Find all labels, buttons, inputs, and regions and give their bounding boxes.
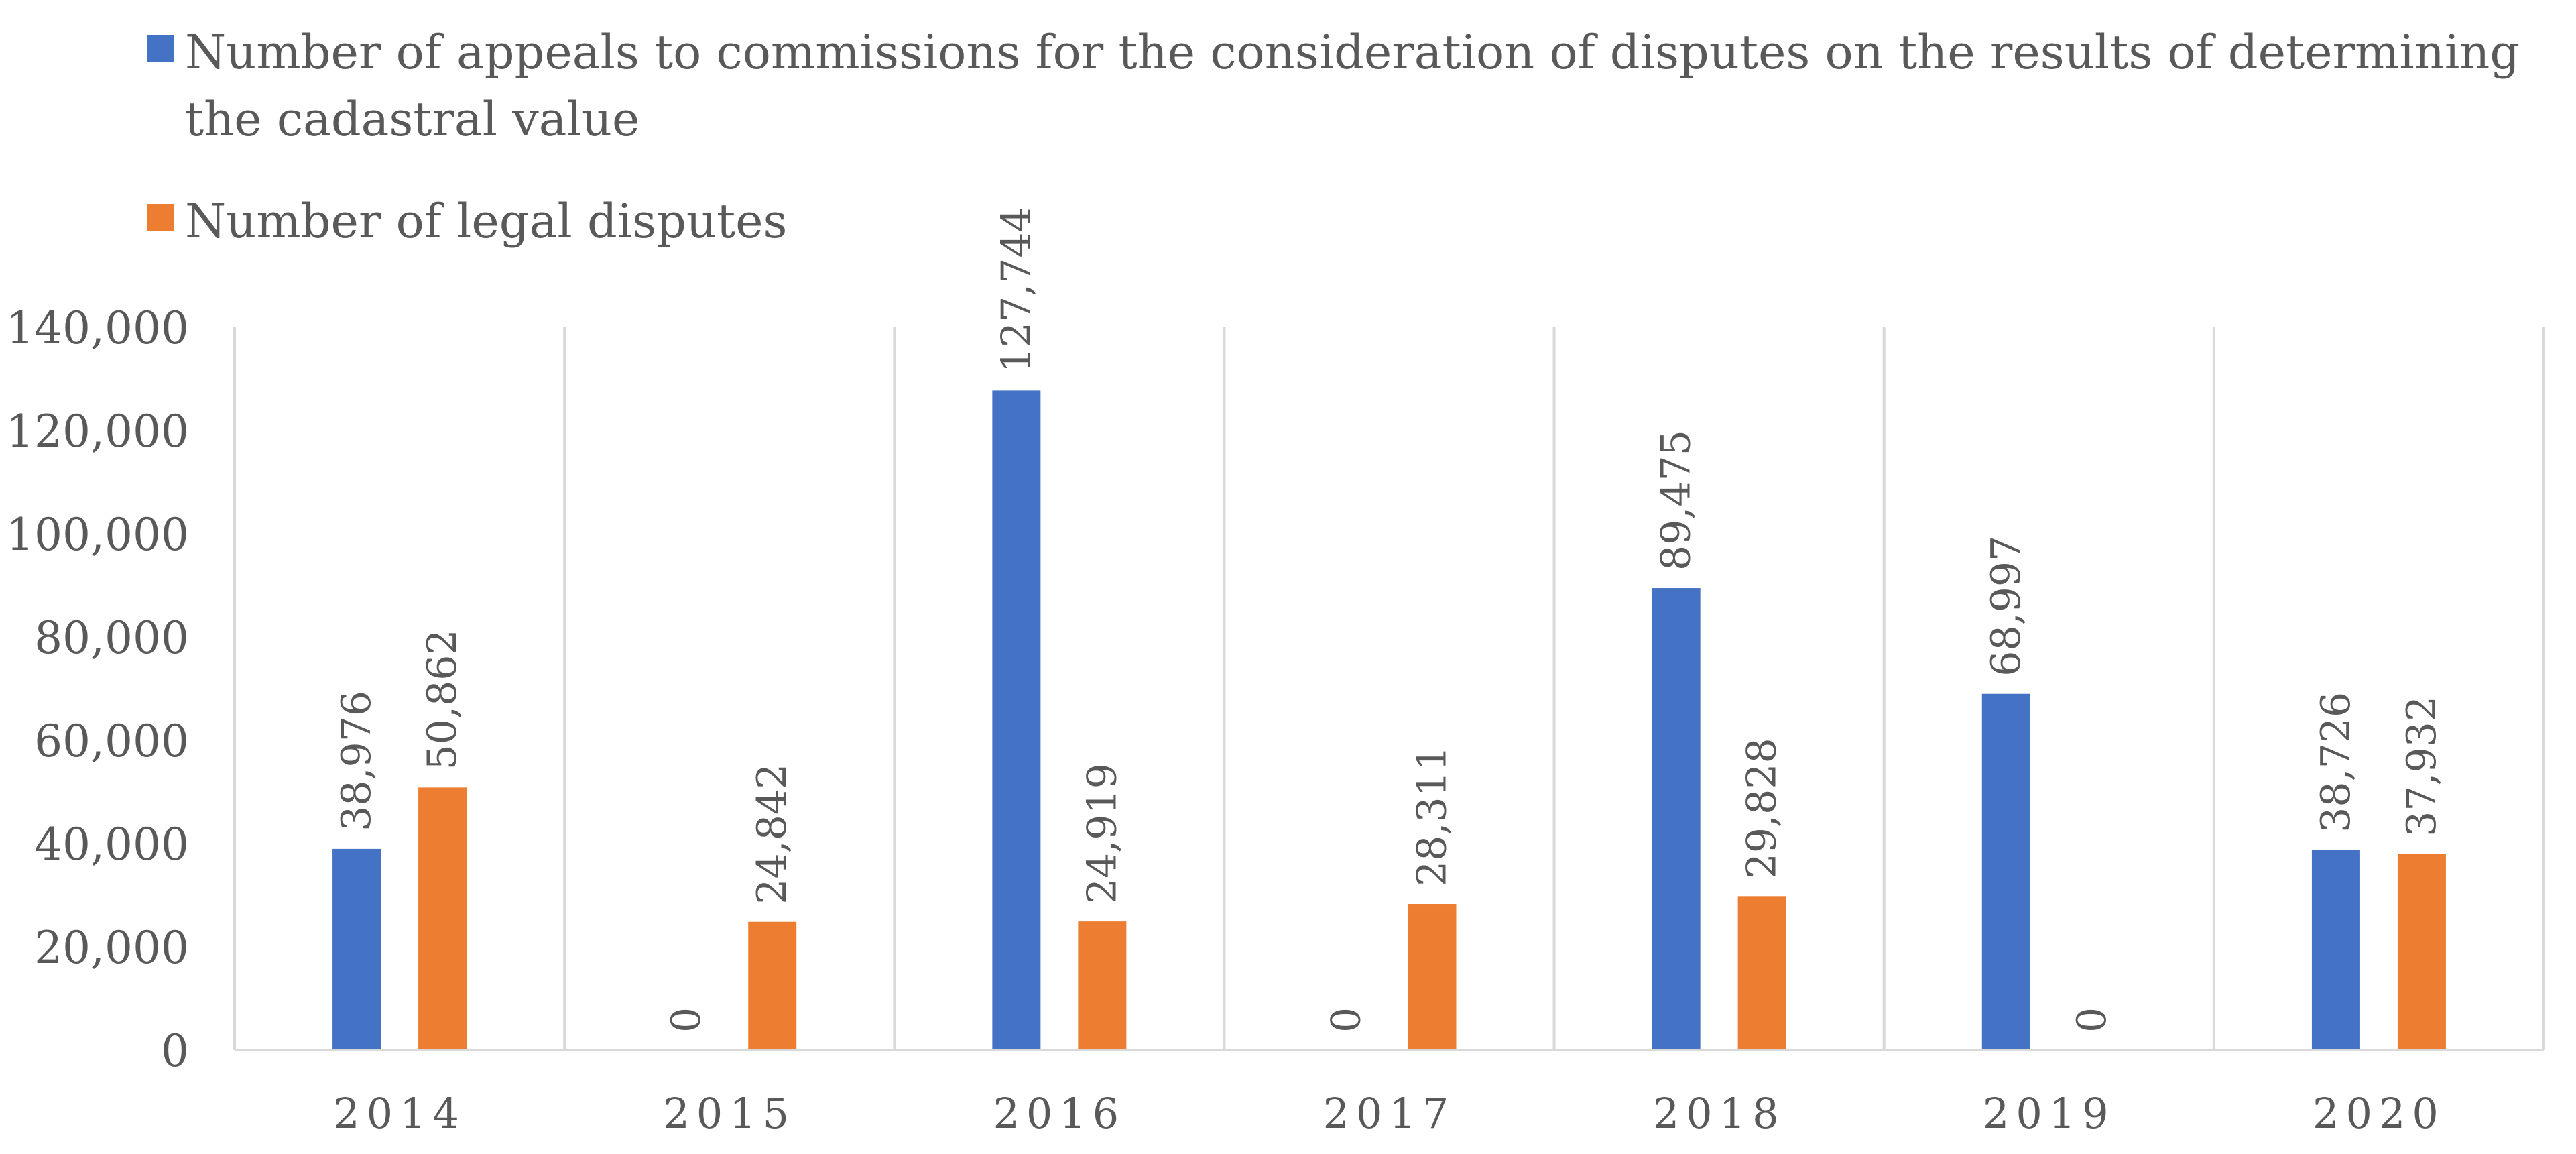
data-label-series1-2020: 38,726: [2313, 692, 2359, 833]
data-label-series1-2015: 0: [663, 1007, 710, 1033]
data-label-series2-2017: 28,311: [1409, 746, 1456, 886]
data-label-series2-2015: 24,842: [749, 764, 796, 905]
legend-swatch-legal-disputes: [147, 204, 174, 231]
y-tick-label-1: 20,000: [34, 922, 189, 974]
data-label-series2-2019: 0: [2069, 1007, 2115, 1033]
y-tick-label-2: 40,000: [34, 819, 189, 870]
y-tick-label-6: 120,000: [6, 406, 189, 457]
data-label-series1-2014: 38,976: [333, 691, 380, 831]
data-label-series2-2018: 29,828: [1739, 738, 1786, 878]
data-label-series2-2020: 37,932: [2398, 696, 2445, 837]
bar-series2-2017: [1408, 904, 1457, 1050]
data-label-series1-2016: 127,744: [993, 207, 1040, 373]
legend: Number of appeals to commissions for the…: [147, 19, 2534, 290]
legend-item-appeals: Number of appeals to commissions for the…: [147, 19, 2534, 153]
x-tick-label-2014: 2014: [333, 1089, 466, 1138]
axis-layer: 0 20,000 40,000 60,000 80,000 100,000 120,000 1…: [6, 302, 2544, 1138]
legend-swatch-appeals: [147, 35, 174, 62]
bar-series1-2016: [992, 390, 1041, 1050]
bar-series2-2018: [1737, 896, 1786, 1050]
bar-series2-2015: [748, 921, 797, 1050]
x-tick-label-2018: 2018: [1653, 1089, 1786, 1138]
x-tick-label-2019: 2019: [1983, 1089, 2115, 1138]
x-tick-label-2020: 2020: [2313, 1089, 2445, 1138]
bar-series1-2019: [1981, 693, 2030, 1050]
x-tick-label-2017: 2017: [1323, 1089, 1456, 1138]
y-tick-label-4: 80,000: [34, 612, 189, 664]
legend-label-legal-disputes: Number of legal disputes: [185, 194, 788, 249]
bar-series1-2018: [1652, 588, 1701, 1050]
bar-series2-2016: [1078, 921, 1127, 1050]
data-label-series1-2017: 0: [1323, 1007, 1370, 1033]
x-tick-label-2016: 2016: [993, 1089, 1125, 1138]
legend-item-legal-disputes: Number of legal disputes: [147, 188, 2534, 255]
data-label-series1-2018: 89,475: [1653, 430, 1700, 571]
y-tick-label-3: 60,000: [34, 715, 189, 767]
bar-series2-2014: [418, 787, 467, 1050]
legend-label-appeals: Number of appeals to commissions for the…: [185, 25, 2520, 147]
data-label-series2-2014: 50,862: [419, 629, 466, 770]
data-label-series1-2019: 68,997: [1983, 536, 2030, 677]
bar-series2-2020: [2397, 854, 2446, 1050]
data-label-series2-2016: 24,919: [1079, 763, 1125, 904]
bars-layer: [332, 390, 2446, 1050]
labels-layer: 38,976 50,862 0 24,842 127,744 24,919 0 28,311 8…: [333, 207, 2445, 1033]
y-tick-label-7: 140,000: [6, 302, 189, 354]
bar-series1-2020: [2311, 850, 2360, 1050]
x-tick-label-2015: 2015: [663, 1089, 796, 1138]
y-tick-label-5: 100,000: [6, 509, 189, 561]
bar-series1-2014: [332, 848, 381, 1050]
grid-layer: [233, 327, 2545, 1050]
y-tick-label-0: 0: [161, 1025, 189, 1077]
